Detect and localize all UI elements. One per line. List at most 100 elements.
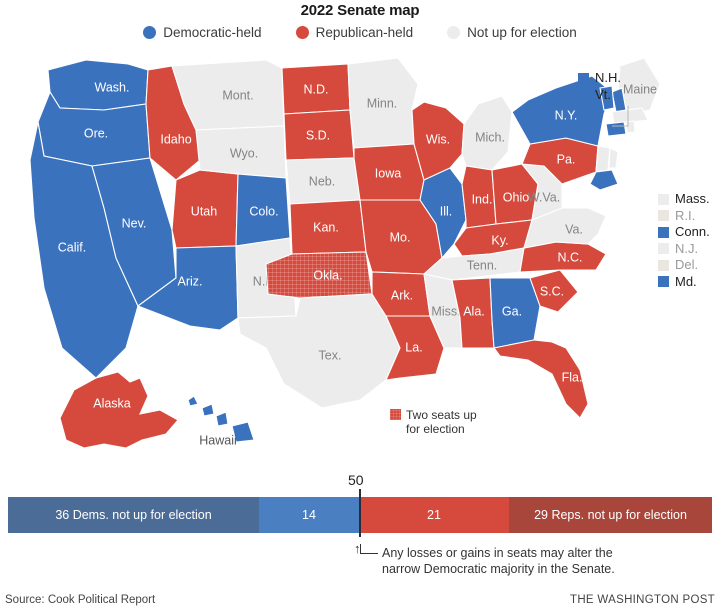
bar-segment-reps-up[interactable]: 21 [359,497,509,533]
two-seats-line1: Two seats up [406,408,477,422]
bar-label-reps-up: 21 [427,508,441,522]
us-map-svg: Wash. Ore. Calif. Nev. Idaho Utah Ariz. … [29,57,661,449]
east-state-legend: Mass. R.I. Conn. N.J. Del. Md. [658,191,710,290]
legend-row-vt[interactable]: Vt. [578,87,621,104]
state-label-KY: Ky. [491,233,508,247]
legend-row-ct[interactable]: Conn. [658,224,710,241]
legend-label-nh: N.H. [595,70,621,85]
northeast-state-legend: N.H. Vt. [578,70,621,103]
bar-callout: Any losses or gains in seats may alter t… [382,546,615,577]
state-label-OH: Ohio [503,190,529,204]
majority-threshold-line [359,489,361,537]
state-label-HI: Hawaii [199,433,237,447]
state-label-OR: Ore. [84,126,108,140]
state-label-NY: N.Y. [555,108,578,122]
state-label-CO: Colo. [249,204,278,218]
bar-segment-reps-not-up[interactable]: 29 Reps. not up for election [509,497,712,533]
callout-line2: narrow Democratic majority in the Senate… [382,561,615,576]
swatch-ct-icon [658,226,669,238]
state-label-IA: Iowa [375,166,401,180]
state-label-IL: Ill. [440,204,453,218]
state-label-GA: Ga. [502,304,522,318]
swatch-nj-icon [658,243,669,255]
state-CT[interactable] [605,121,627,137]
bar-label-reps-not-up: 29 Reps. not up for election [534,508,687,522]
state-label-AK: Alaska [93,396,131,410]
state-DE[interactable] [608,147,619,169]
swatch-ri-icon [658,210,669,222]
state-label-MT: Mont. [222,88,253,102]
state-RI[interactable] [625,120,636,134]
legend-item-notup: Not up for election [447,25,577,40]
two-seats-legend: Two seats up for election [390,408,477,436]
legend-label-nj: N.J. [675,240,699,256]
legend-label-republican: Republican-held [315,25,414,40]
page-title: 2022 Senate map [300,2,420,19]
state-label-AZ: Ariz. [178,274,203,288]
state-label-WI: Wis. [426,132,450,146]
publisher-credit: THE WASHINGTON POST [570,594,715,606]
callout-elbow-horizontal [360,553,378,555]
legend-row-ri[interactable]: R.I. [658,208,710,225]
state-HI[interactable] [187,395,255,443]
dot-red-icon [295,26,309,39]
legend-row-nj[interactable]: N.J. [658,241,710,258]
state-MA[interactable] [611,107,649,125]
state-label-FL: Fla. [562,370,583,384]
swatch-vt-icon [578,89,589,101]
legend-label-ma: Mass. [675,191,710,206]
state-label-KS: Kan. [313,220,339,234]
state-label-TX: Tex. [319,348,342,362]
state-NJ[interactable] [595,145,611,173]
legend-row-ma[interactable]: Mass. [658,191,710,208]
legend-label-notup: Not up for election [467,25,577,40]
swatch-de-icon [658,259,669,271]
state-label-PA: Pa. [557,152,576,166]
bar-label-dems-not-up: 36 Dems. not up for election [55,508,212,522]
state-VT[interactable] [599,85,615,111]
state-label-WA: Wash. [95,80,130,94]
state-label-MS: Miss. [431,304,460,318]
legend-label-ct: Conn. [675,224,710,239]
state-VA[interactable] [523,207,607,249]
dot-blue-icon [143,26,157,39]
callout-line1: Any losses or gains in seats may alter t… [382,546,613,560]
swatch-md-icon [658,276,669,288]
legend-row-de[interactable]: Del. [658,257,710,274]
state-MD[interactable] [589,169,619,191]
bar-segment-dems-not-up[interactable]: 36 Dems. not up for election [8,497,259,533]
state-TN[interactable] [422,247,525,281]
state-label-TN: Tenn. [467,258,498,272]
legend-label-vt: Vt. [595,86,611,102]
state-FL[interactable] [493,339,589,419]
legend-label-md: Md. [675,273,697,289]
swatch-nh-icon [578,72,589,84]
map-legend: Democratic-held Republican-held Not up f… [0,25,720,40]
legend-item-democratic: Democratic-held [143,25,262,40]
state-SC[interactable] [529,269,579,313]
state-label-AR: Ark. [391,288,413,302]
legend-row-nh[interactable]: N.H. [578,70,621,87]
legend-label-ri: R.I. [675,207,696,223]
callout-elbow-vertical [360,544,362,554]
state-label-UT: Utah [191,204,217,218]
swatch-two-seats-icon [390,409,401,420]
state-label-NV: Nev. [122,216,147,230]
up-arrow-icon: ↑ [354,541,361,556]
state-label-CA: Calif. [58,240,86,254]
legend-row-md[interactable]: Md. [658,274,710,291]
state-AK[interactable] [59,371,179,449]
bar-segment-dems-up[interactable]: 14 [259,497,359,533]
swatch-ma-icon [658,193,669,205]
state-label-MN: Minn. [367,96,398,110]
state-label-MI: Mich. [475,130,505,144]
state-label-NC: N.C. [558,250,583,264]
us-map: Wash. Ore. Calif. Nev. Idaho Utah Ariz. … [0,48,720,468]
legend-item-republican: Republican-held [295,25,414,40]
ne-leader-line [612,106,629,127]
state-MI[interactable] [461,95,513,171]
state-label-WY: Wyo. [230,146,258,160]
bar-label-dems-up: 14 [302,508,316,522]
state-label-NE: Neb. [309,174,335,188]
